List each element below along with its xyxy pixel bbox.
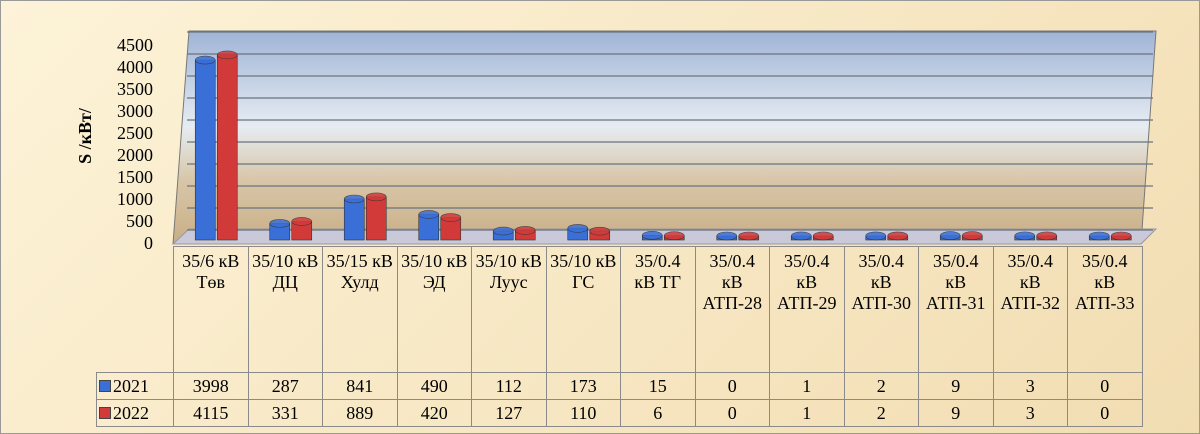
bar-top xyxy=(1015,232,1035,240)
legend-label: 2022 xyxy=(113,403,149,423)
table-value: 1 xyxy=(770,400,845,427)
y-tick-label: 4000 xyxy=(117,57,153,77)
table-value: 127 xyxy=(472,400,547,427)
y-tick-label: 500 xyxy=(126,211,153,231)
table-value: 173 xyxy=(546,373,621,400)
bar-top xyxy=(739,232,759,240)
y-tick-label: 2500 xyxy=(117,123,153,143)
legend-entry: 2021 xyxy=(97,373,174,400)
table-value: 3 xyxy=(993,400,1068,427)
category-label: 35/0.4 кВ АТП-29 xyxy=(770,247,845,373)
bar-top xyxy=(419,210,439,218)
table-value: 15 xyxy=(621,373,696,400)
y-tick-label: 2000 xyxy=(117,145,153,165)
y-tick-label: 1500 xyxy=(117,167,153,187)
chart: S /кВт/ 05001000150020002500300035004000… xyxy=(0,0,1200,434)
table-value: 110 xyxy=(546,400,621,427)
bar-top xyxy=(717,232,737,240)
category-label: 35/0.4 кВ АТП-33 xyxy=(1068,247,1143,373)
table-value: 1 xyxy=(770,373,845,400)
bar xyxy=(344,199,364,240)
bar-top xyxy=(515,226,535,234)
table-value: 0 xyxy=(695,400,770,427)
bar-top xyxy=(866,232,886,240)
table-value: 3 xyxy=(993,373,1068,400)
bar-top xyxy=(1111,232,1131,240)
category-label: 35/6 кВ Төв xyxy=(174,247,249,373)
legend-entry: 2022 xyxy=(97,400,174,427)
category-label: 35/10 кВ ГС xyxy=(546,247,621,373)
bar-top xyxy=(292,217,312,225)
bar-top xyxy=(791,232,811,240)
bar-top xyxy=(441,214,461,222)
table-value: 889 xyxy=(323,400,398,427)
table-value: 3998 xyxy=(174,373,249,400)
table-value: 0 xyxy=(695,373,770,400)
category-label: 35/10 кВ Луус xyxy=(472,247,547,373)
table-value: 490 xyxy=(397,373,472,400)
bar-top xyxy=(888,232,908,240)
bar-top xyxy=(664,232,684,240)
bar-top xyxy=(642,231,662,239)
table-value: 112 xyxy=(472,373,547,400)
bar xyxy=(195,60,215,240)
category-label: 35/10 кВ ДЦ xyxy=(248,247,323,373)
bar-top xyxy=(217,51,237,59)
table-value: 2 xyxy=(844,373,919,400)
bar-top xyxy=(195,56,215,64)
plot-background xyxy=(173,31,1156,244)
table-value: 6 xyxy=(621,400,696,427)
category-label: 35/0.4 кВ АТП-32 xyxy=(993,247,1068,373)
bar-top xyxy=(940,232,960,240)
legend-key xyxy=(99,380,111,392)
bar-top xyxy=(962,232,982,240)
bar-top xyxy=(366,193,386,201)
legend-key xyxy=(99,407,111,419)
y-axis-title: S /кВт/ xyxy=(75,107,95,164)
category-label: 35/0.4 кВ АТП-31 xyxy=(919,247,994,373)
category-label: 35/0.4 кВ ТГ xyxy=(621,247,696,373)
category-label: 35/0.4 кВ АТП-28 xyxy=(695,247,770,373)
category-label: 35/15 кВ Хулд xyxy=(323,247,398,373)
bar xyxy=(217,55,237,240)
table-value: 9 xyxy=(919,400,994,427)
bar-top xyxy=(270,219,290,227)
table-value: 0 xyxy=(1068,373,1143,400)
y-tick-label: 1000 xyxy=(117,189,153,209)
bar xyxy=(366,197,386,240)
bar-top xyxy=(813,232,833,240)
bar-top xyxy=(344,195,364,203)
table-value: 2 xyxy=(844,400,919,427)
y-tick-label: 3000 xyxy=(117,101,153,121)
table-value: 287 xyxy=(248,373,323,400)
y-tick-label: 4500 xyxy=(117,35,153,55)
category-label: 35/10 кВ ЭД xyxy=(397,247,472,373)
legend-label: 2021 xyxy=(113,376,149,396)
blank-cell xyxy=(97,247,174,373)
bar-top xyxy=(590,227,610,235)
bar-top xyxy=(568,224,588,232)
table-value: 841 xyxy=(323,373,398,400)
y-tick-label: 3500 xyxy=(117,79,153,99)
table-value: 420 xyxy=(397,400,472,427)
table-value: 9 xyxy=(919,373,994,400)
table-value: 0 xyxy=(1068,400,1143,427)
bar-top xyxy=(1089,232,1109,240)
bar-top xyxy=(493,227,513,235)
category-label: 35/0.4 кВ АТП-30 xyxy=(844,247,919,373)
table-value: 331 xyxy=(248,400,323,427)
table-value: 4115 xyxy=(174,400,249,427)
bar-top xyxy=(1037,232,1057,240)
